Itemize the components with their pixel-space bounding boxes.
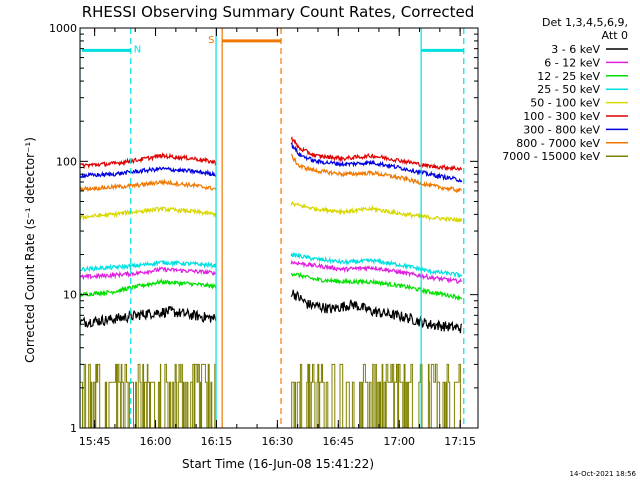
y-tick-label: 100 <box>56 155 77 168</box>
series-line-0-seg-1 <box>290 289 463 334</box>
legend-entry-label: 7000 - 15000 keV <box>502 150 600 163</box>
plot-frame <box>79 27 479 429</box>
series-line-4-seg-1 <box>290 200 463 223</box>
x-tick-label: 15:45 <box>79 435 111 448</box>
x-tick-label: 16:15 <box>201 435 233 448</box>
series-line-5-seg-0 <box>80 151 217 170</box>
series-line-7-seg-1 <box>290 153 463 194</box>
legend-entry-label: 50 - 100 keV <box>530 97 600 110</box>
legend-entry-label: 6 - 12 keV <box>544 56 600 69</box>
x-tick-label: 17:15 <box>444 435 476 448</box>
overlay-label-s: S <box>208 35 214 46</box>
legend-header-line-1: Att 0 <box>602 29 628 42</box>
series-line-4-seg-0 <box>80 205 217 221</box>
series-line-5-seg-1 <box>290 136 463 172</box>
series-line-1-seg-1 <box>290 259 462 284</box>
overlay-label-n: N <box>134 44 141 55</box>
legend-entry-label: 100 - 300 keV <box>523 110 600 123</box>
timestamp-label: 14-Oct-2021 18:56 <box>570 470 637 478</box>
series-line-3-seg-0 <box>80 259 217 273</box>
plot-area: NS <box>80 28 465 428</box>
series-line-3-seg-1 <box>290 252 463 279</box>
legend-entry-label: 3 - 6 keV <box>551 43 600 56</box>
series-line-1-seg-0 <box>80 265 217 281</box>
x-tick-label: 16:00 <box>140 435 172 448</box>
x-tick-label: 17:00 <box>383 435 415 448</box>
y-tick-label: 1 <box>70 422 77 435</box>
series-line-2-seg-1 <box>290 271 463 302</box>
legend-entry-label: 800 - 7000 keV <box>516 137 600 150</box>
series-line-6-seg-0 <box>80 166 217 179</box>
legend-entry-label: 25 - 50 keV <box>537 83 600 96</box>
series-line-8-seg-0 <box>80 363 217 428</box>
legend-header-line-0: Det 1,3,4,5,6,9, <box>542 16 628 29</box>
series-line-0-seg-0 <box>80 305 217 329</box>
series-line-2-seg-0 <box>80 277 217 298</box>
plot-clipped-group <box>80 28 465 428</box>
series-line-7-seg-0 <box>80 178 217 192</box>
x-tick-label: 16:45 <box>322 435 354 448</box>
legend-entry-label: 12 - 25 keV <box>537 70 600 83</box>
y-tick-label: 10 <box>63 289 77 302</box>
series-line-6-seg-1 <box>290 141 463 183</box>
y-tick-label: 1000 <box>49 22 77 35</box>
y-axis-label: Corrected Count Rate (s⁻¹ detector⁻¹) <box>23 137 37 363</box>
axes: 1 10 100 1000 15:45 16:00 16:15 16:30 16:45 17:00… <box>49 22 479 448</box>
legend-entry-label: 300 - 800 keV <box>523 123 600 136</box>
x-tick-label: 16:30 <box>262 435 294 448</box>
chart-title: RHESSI Observing Summary Count Rates, Co… <box>82 3 475 21</box>
x-axis-label: Start Time (16-Jun-08 15:41:22) <box>182 457 374 471</box>
series-line-8-seg-1 <box>291 363 462 428</box>
